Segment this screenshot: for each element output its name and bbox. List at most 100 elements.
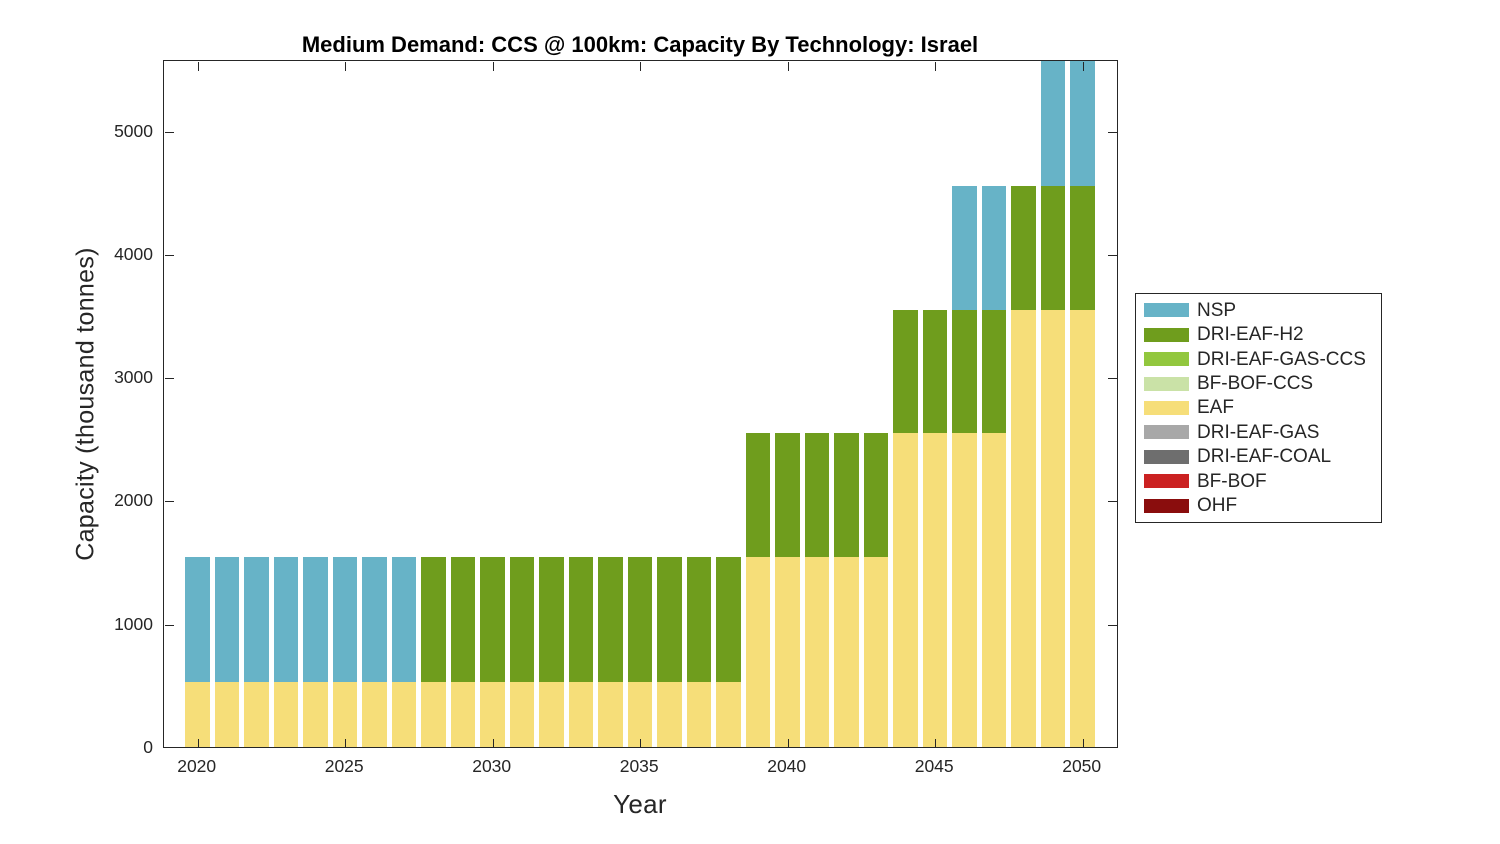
legend-label: EAF bbox=[1197, 397, 1234, 419]
bar-segment-EAF-2030 bbox=[480, 681, 505, 747]
x-tick-mark-bottom bbox=[640, 739, 642, 747]
bar-segment-EAF-2042 bbox=[834, 557, 859, 747]
x-tick-label-2020: 2020 bbox=[177, 756, 217, 776]
bar-segment-DRI-EAF-H2-2029 bbox=[450, 557, 476, 682]
x-tick-label-2040: 2040 bbox=[767, 756, 807, 776]
legend-label: BF-BOF-CCS bbox=[1197, 373, 1314, 395]
bar-segment-EAF-2049 bbox=[1040, 309, 1066, 747]
legend-swatch-DRI-EAF-GAS bbox=[1144, 425, 1189, 440]
bar-segment-NSP-2020 bbox=[185, 557, 210, 682]
x-axis-label: Year bbox=[613, 789, 667, 819]
bar-segment-DRI-EAF-H2-2042 bbox=[834, 433, 859, 558]
bar-segment-NSP-2023 bbox=[273, 557, 299, 682]
bar-segment-DRI-EAF-H2-2041 bbox=[804, 433, 830, 558]
bar-segment-EAF-2046 bbox=[952, 433, 977, 747]
legend-row-DRI-EAF-H2: DRI-EAF-H2 bbox=[1136, 323, 1381, 347]
y-tick-mark-left bbox=[165, 378, 174, 380]
bar-segment-DRI-EAF-H2-2035 bbox=[627, 557, 653, 682]
y-tick-label-3000: 3000 bbox=[114, 367, 153, 388]
bar-segment-EAF-2038 bbox=[716, 681, 741, 747]
bar-segment-DRI-EAF-H2-2045 bbox=[922, 309, 948, 434]
bar-segment-DRI-EAF-H2-2044 bbox=[893, 309, 918, 434]
bar-segment-EAF-2043 bbox=[863, 557, 889, 747]
legend-row-BF-BOF-CCS: BF-BOF-CCS bbox=[1136, 372, 1381, 396]
bar-segment-NSP-2022 bbox=[244, 557, 269, 682]
bar-segment-EAF-2040 bbox=[775, 557, 800, 747]
bar-segment-NSP-2049 bbox=[1040, 61, 1066, 186]
x-tick-mark-bottom bbox=[492, 739, 494, 747]
x-tick-label-2030: 2030 bbox=[472, 756, 512, 776]
x-tick-mark-top bbox=[197, 62, 199, 71]
bar-segment-EAF-2041 bbox=[804, 557, 830, 747]
x-tick-mark-top bbox=[1082, 62, 1084, 71]
bar-segment-NSP-2046 bbox=[952, 186, 977, 310]
y-tick-mark-right bbox=[1108, 378, 1117, 380]
y-tick-mark-left bbox=[165, 501, 174, 503]
bar-segment-EAF-2023 bbox=[273, 681, 299, 747]
x-tick-mark-bottom bbox=[197, 739, 199, 747]
bar-segment-DRI-EAF-H2-2047 bbox=[981, 309, 1007, 434]
bar-segment-EAF-2045 bbox=[922, 433, 948, 747]
legend-label: DRI-EAF-COAL bbox=[1197, 446, 1332, 468]
bar-segment-DRI-EAF-H2-2031 bbox=[509, 557, 535, 682]
bar-segment-DRI-EAF-H2-2034 bbox=[598, 557, 623, 682]
bar-segment-DRI-EAF-H2-2046 bbox=[952, 309, 977, 434]
bar-segment-EAF-2027 bbox=[391, 681, 417, 747]
x-tick-label-2035: 2035 bbox=[619, 756, 659, 776]
legend-row-DRI-EAF-GAS: DRI-EAF-GAS bbox=[1136, 420, 1381, 444]
x-tick-mark-top bbox=[640, 62, 642, 71]
x-tick-label-2050: 2050 bbox=[1062, 756, 1102, 776]
legend-row-DRI-EAF-COAL: DRI-EAF-COAL bbox=[1136, 445, 1381, 469]
bar-segment-EAF-2032 bbox=[539, 681, 564, 747]
x-tick-mark-top bbox=[787, 62, 789, 71]
y-tick-mark-left bbox=[165, 254, 174, 256]
x-tick-label-2025: 2025 bbox=[324, 756, 364, 776]
bar-segment-NSP-2047 bbox=[981, 186, 1007, 310]
bar-segment-EAF-2035 bbox=[627, 681, 653, 747]
legend-row-BF-BOF: BF-BOF bbox=[1136, 469, 1381, 493]
bar-segment-NSP-2025 bbox=[332, 557, 358, 682]
bar-segment-EAF-2050 bbox=[1070, 309, 1095, 747]
legend-swatch-EAF bbox=[1144, 400, 1189, 415]
plot-area bbox=[163, 60, 1118, 748]
legend-label: DRI-EAF-GAS-CCS bbox=[1197, 348, 1366, 370]
bar-segment-EAF-2020 bbox=[185, 681, 210, 747]
bar-segment-EAF-2029 bbox=[450, 681, 476, 747]
y-tick-label-1000: 1000 bbox=[114, 613, 153, 634]
legend-swatch-BF-BOF bbox=[1144, 474, 1189, 489]
x-tick-mark-top bbox=[345, 62, 347, 71]
y-tick-label-2000: 2000 bbox=[114, 490, 153, 511]
y-tick-mark-right bbox=[1108, 501, 1117, 503]
legend-row-DRI-EAF-GAS-CCS: DRI-EAF-GAS-CCS bbox=[1136, 347, 1381, 371]
legend-label: BF-BOF bbox=[1197, 470, 1267, 492]
chart-title: Medium Demand: CCS @ 100km: Capacity By … bbox=[301, 32, 979, 57]
bar-segment-EAF-2022 bbox=[244, 681, 269, 747]
bar-segment-EAF-2028 bbox=[421, 681, 446, 747]
legend-label: NSP bbox=[1197, 299, 1237, 321]
legend-row-NSP: NSP bbox=[1136, 298, 1381, 322]
y-tick-mark-right bbox=[1108, 254, 1117, 256]
y-tick-label-5000: 5000 bbox=[114, 120, 153, 141]
bar-segment-DRI-EAF-H2-2038 bbox=[716, 557, 741, 682]
x-tick-mark-bottom bbox=[1082, 739, 1084, 747]
legend-swatch-DRI-EAF-GAS-CCS bbox=[1144, 352, 1189, 367]
y-tick-label-4000: 4000 bbox=[114, 243, 153, 264]
bar-segment-DRI-EAF-H2-2036 bbox=[657, 557, 682, 682]
y-tick-mark-left bbox=[165, 131, 174, 133]
legend-swatch-DRI-EAF-H2 bbox=[1144, 327, 1189, 342]
x-tick-label-2045: 2045 bbox=[914, 756, 954, 776]
bar-segment-EAF-2039 bbox=[745, 557, 771, 747]
bar-segment-EAF-2037 bbox=[686, 681, 712, 747]
bar-segment-DRI-EAF-H2-2039 bbox=[745, 433, 771, 558]
bar-segment-NSP-2026 bbox=[362, 557, 387, 682]
x-tick-mark-bottom bbox=[787, 739, 789, 747]
bar-segment-DRI-EAF-H2-2032 bbox=[539, 557, 564, 682]
legend-row-EAF: EAF bbox=[1136, 396, 1381, 420]
bar-segment-DRI-EAF-H2-2040 bbox=[775, 433, 800, 558]
y-tick-label-0: 0 bbox=[143, 737, 153, 757]
bar-segment-NSP-2021 bbox=[214, 557, 240, 682]
bar-segment-EAF-2026 bbox=[362, 681, 387, 747]
bar-segment-EAF-2048 bbox=[1011, 309, 1036, 747]
legend-swatch-DRI-EAF-COAL bbox=[1144, 449, 1189, 464]
